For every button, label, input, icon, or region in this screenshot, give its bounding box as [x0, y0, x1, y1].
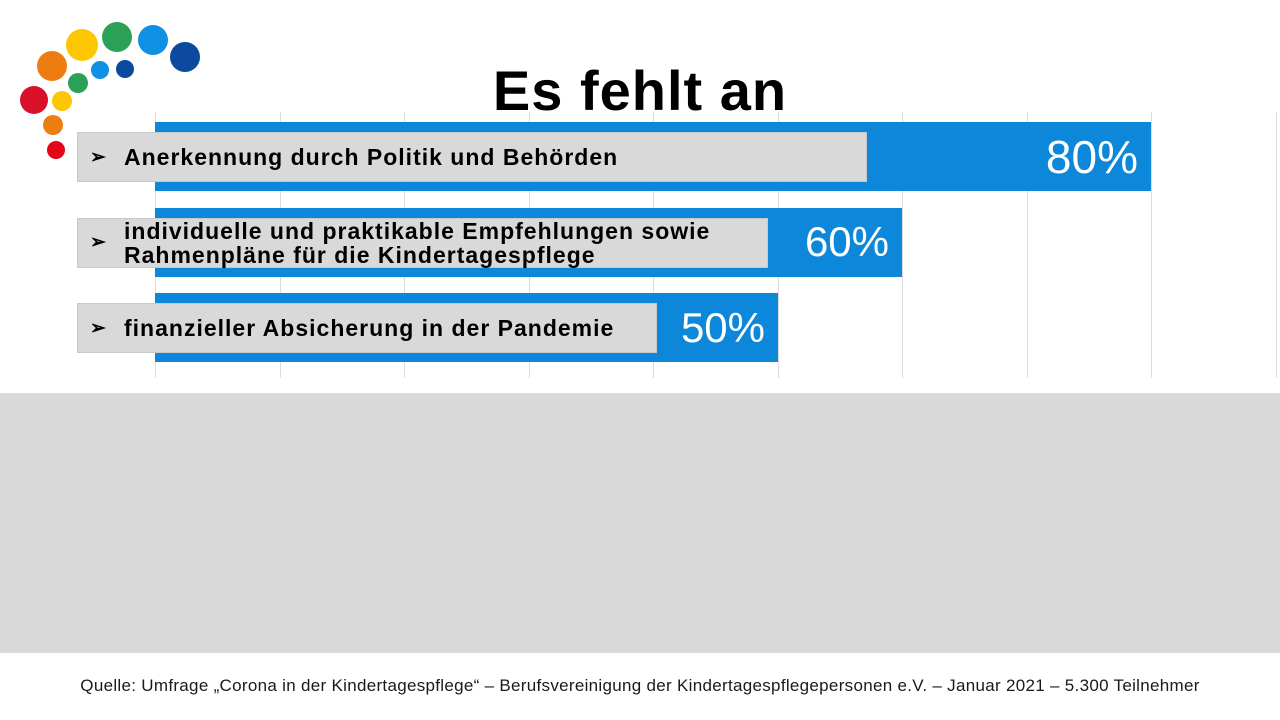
bar-label-box: ➢ individuelle und praktikable Empfehlung… [77, 217, 768, 268]
logo-dot [102, 22, 132, 52]
bar-label-line: Anerkennung durch Politik und Behörden [124, 144, 619, 170]
bar-value-label: 80% [1045, 130, 1138, 183]
bar-chart: 80% ➢ Anerkennung durch Politik und Behörd… [0, 112, 1280, 378]
logo-dot [66, 29, 98, 61]
arrowhead-bullet-icon: ➢ [90, 232, 106, 253]
bar-label-text: Anerkennung durch Politik und Behörden [124, 145, 618, 169]
arrowhead-bullet-icon: ➢ [90, 317, 106, 339]
source-note: Quelle: Umfrage „Corona in der Kindertag… [80, 676, 1200, 695]
bar-label-box: ➢ Anerkennung durch Politik und Behörden [77, 132, 867, 182]
bar-label-line: finanzieller Absicherung in der Pandemie [124, 315, 615, 341]
gridline [1027, 112, 1028, 378]
gridline [1151, 112, 1152, 378]
slide-title: Es fehlt an [492, 58, 788, 122]
bar-label-line: individuelle und praktikable Empfehlunge… [124, 217, 711, 244]
logo-dot [138, 25, 168, 55]
bar-label-text: individuelle und praktikable Empfehlunge… [124, 219, 710, 267]
bar-value-label: 60% [804, 218, 889, 265]
stats-band: 45% fühlen sich von der Fachberatung nic… [0, 393, 1280, 653]
logo-dot [116, 60, 134, 78]
logo-dot [52, 91, 72, 111]
bar-label-line: Rahmenpläne für die Kindertagespflege [124, 241, 596, 268]
bar-label-box: ➢ finanzieller Absicherung in der Pandemi… [77, 303, 657, 353]
logo-dot [91, 61, 109, 79]
logo-dot [37, 51, 67, 81]
logo-dot [43, 115, 63, 135]
logo-dot [170, 42, 200, 72]
bar-value-label: 50% [680, 303, 765, 351]
gridline [902, 112, 903, 378]
logo-dot [68, 73, 88, 93]
gridline [1276, 112, 1277, 378]
colorful-dots-logo [0, 0, 210, 170]
logo-dot [47, 141, 65, 159]
logo-dot [20, 86, 48, 114]
bar-label-text: finanzieller Absicherung in der Pandemie [124, 316, 614, 340]
arrowhead-bullet-icon: ➢ [90, 146, 106, 168]
